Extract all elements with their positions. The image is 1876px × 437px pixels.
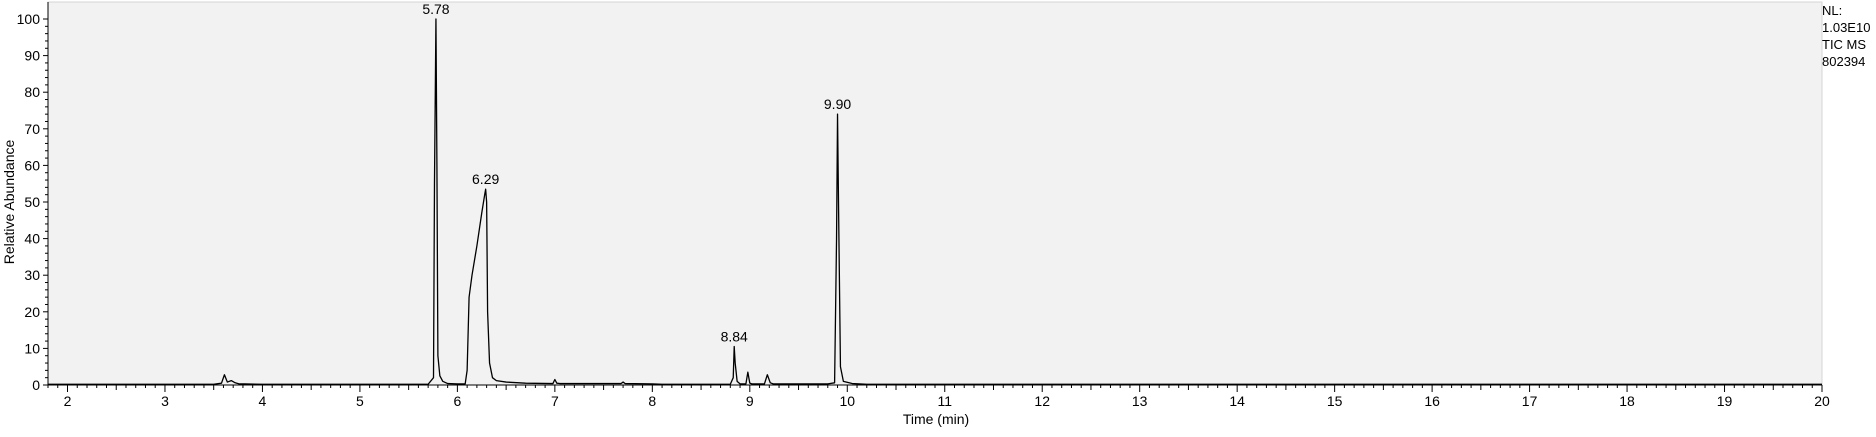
plot-area (47, 1, 1823, 386)
x-tick-label: 11 (937, 393, 952, 409)
y-axis-title: Relative Abundance (1, 140, 17, 265)
y-tick-label: 40 (24, 231, 40, 247)
x-tick-label: 5 (356, 393, 364, 409)
annotation-sample-id: 802394 (1822, 54, 1866, 69)
peak-label: 6.29 (472, 171, 499, 187)
x-tick-label: 14 (1229, 393, 1245, 409)
y-tick-label: 0 (32, 377, 40, 393)
x-tick-label: 20 (1814, 393, 1830, 409)
x-tick-label: 17 (1522, 393, 1538, 409)
x-tick-label: 16 (1424, 393, 1440, 409)
x-tick-label: 6 (453, 393, 461, 409)
x-tick-label: 3 (161, 393, 169, 409)
x-tick-label: 12 (1034, 393, 1050, 409)
x-tick-label: 10 (839, 393, 855, 409)
annotation-block: NL: 1.03E10 TIC MS 802394 (1822, 2, 1870, 70)
x-tick-label: 9 (746, 393, 754, 409)
x-tick-label: 19 (1717, 393, 1733, 409)
y-tick-label: 10 (24, 340, 40, 356)
peak-label: 9.90 (824, 96, 851, 112)
peak-label: 5.78 (422, 1, 449, 17)
x-tick-label: 2 (64, 393, 72, 409)
annotation-scan-type: TIC MS (1822, 37, 1867, 52)
series-line-0 (48, 18, 1822, 385)
x-tick-label: 8 (648, 393, 656, 409)
peak-label: 8.84 (721, 329, 748, 345)
y-tick-label: 50 (24, 194, 40, 210)
y-tick-label: 90 (24, 48, 40, 64)
x-tick-label: 15 (1327, 393, 1343, 409)
x-tick-label: 13 (1132, 393, 1148, 409)
x-tick-label: 4 (259, 393, 267, 409)
annotation-nl-label: NL: (1822, 3, 1843, 18)
x-tick-label: 7 (551, 393, 559, 409)
y-tick-label: 60 (24, 157, 40, 173)
x-axis-title: Time (min) (903, 411, 969, 427)
y-tick-label: 70 (24, 121, 40, 137)
y-tick-label: 100 (17, 11, 41, 27)
annotation-nl-value: 1.03E10 (1822, 20, 1871, 35)
y-tick-label: 30 (24, 267, 40, 283)
y-tick-label: 20 (24, 304, 40, 320)
y-tick-label: 80 (24, 84, 40, 100)
x-tick-label: 18 (1619, 393, 1635, 409)
